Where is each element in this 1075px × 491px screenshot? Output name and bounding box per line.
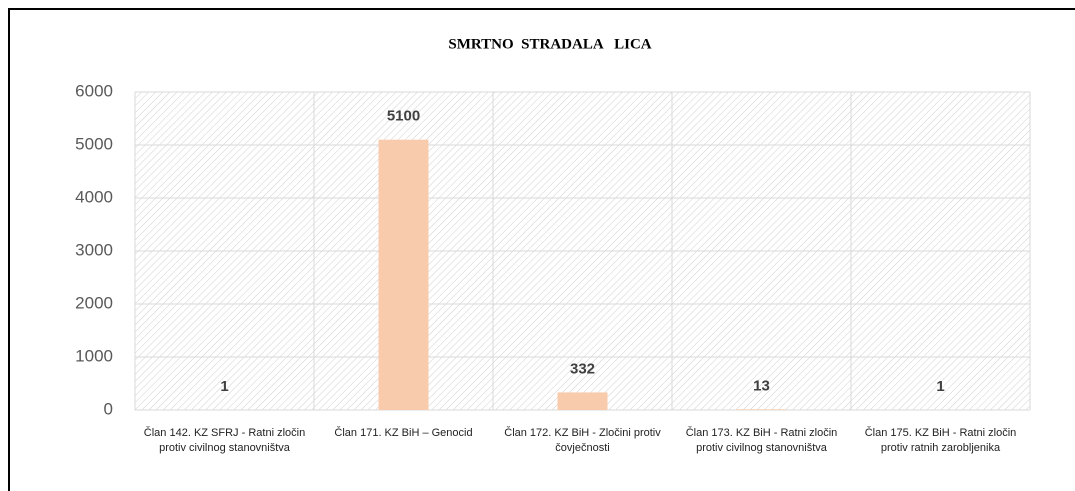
data-label: 332 <box>570 360 595 377</box>
chart-frame <box>8 8 1075 491</box>
y-tick-label: 2000 <box>75 293 113 312</box>
y-tick-label: 5000 <box>75 134 113 153</box>
data-label: 5100 <box>387 108 420 125</box>
y-tick-label: 4000 <box>75 187 113 206</box>
y-tick-label: 3000 <box>75 240 113 259</box>
x-tick-label: Član 172. KZ BiH - Zločini protiv čovječ… <box>504 427 661 454</box>
data-label: 13 <box>753 377 770 394</box>
chart-title: SMRTNO STRADALA LICA <box>448 36 651 52</box>
x-tick-label: Član 142. KZ SFRJ - Ratni zločin protiv … <box>143 427 306 454</box>
y-tick-label: 1000 <box>75 346 113 365</box>
data-label: 1 <box>220 378 228 395</box>
bar <box>557 392 608 410</box>
y-tick-label: 0 <box>104 399 113 418</box>
data-label: 1 <box>936 378 944 395</box>
x-tick-label: Član 173. KZ BiH - Ratni zločin protiv c… <box>685 427 838 454</box>
bar <box>378 139 429 410</box>
bar <box>736 409 787 410</box>
y-tick-label: 6000 <box>75 81 113 100</box>
x-tick-label: Član 175. KZ BiH - Ratni zločin protiv r… <box>864 427 1017 454</box>
x-tick-label: Član 171. KZ BiH – Genocid <box>334 427 473 439</box>
